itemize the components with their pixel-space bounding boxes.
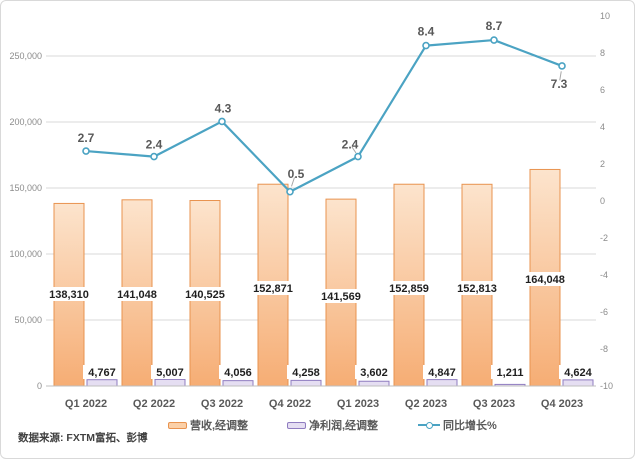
profit-value-label: 3,602	[360, 367, 388, 379]
legend-label-growth: 同比增长%	[443, 420, 497, 432]
profit-value-label: 4,847	[428, 367, 456, 379]
growth-value-label: 0.5	[288, 167, 305, 181]
profit-bar	[222, 380, 254, 387]
growth-value-label: 2.4	[146, 138, 163, 152]
revenue-value-label: 141,569	[321, 291, 361, 303]
category-label: Q1 2022	[65, 398, 107, 410]
left-axis-tick-label: 0	[37, 381, 42, 391]
right-axis-tick-label: 2	[600, 159, 605, 169]
revenue-value-label: 164,048	[525, 274, 565, 286]
profit-swatch-icon	[287, 421, 306, 429]
revenue-value-label: 141,048	[117, 289, 157, 301]
growth-marker	[150, 152, 158, 161]
revenue-label-bg	[43, 287, 95, 301]
category-label: Q2 2023	[405, 398, 447, 410]
growth-value-label: 8.7	[486, 19, 503, 33]
category-label: Q4 2023	[541, 398, 583, 410]
right-axis-tick-label: 0	[600, 196, 605, 206]
category-label: Q3 2023	[473, 398, 515, 410]
growth-value-label: 4.3	[215, 101, 232, 115]
legend-label-profit: 净利润,经调整	[309, 420, 379, 432]
growth-line	[84, 38, 564, 193]
data-source-note: 数据来源: FXTM富拓、彭博	[18, 432, 148, 444]
left-axis-tick-label: 50,000	[14, 315, 42, 325]
left-axis-tick-label: 200,000	[9, 117, 42, 127]
profit-bar	[358, 380, 390, 387]
profit-bar	[426, 379, 458, 387]
right-axis-tick-label: 10	[600, 11, 610, 21]
profit-bar	[154, 378, 186, 387]
profit-value-label: 4,767	[88, 367, 116, 379]
right-axis-tick-label: 4	[600, 122, 605, 132]
revenue-label-bg	[315, 289, 367, 303]
legend-item-profit: 净利润,经调整	[287, 417, 378, 433]
revenue-value-label: 152,871	[253, 283, 293, 295]
profit-bar	[86, 379, 118, 387]
profit-bar	[562, 379, 594, 387]
growth-marker	[218, 117, 226, 126]
profit-label-bg	[355, 365, 393, 379]
growth-marker	[490, 36, 498, 44]
growth-marker	[354, 152, 362, 161]
growth-value-label: 2.7	[78, 131, 95, 145]
label-leader-line	[351, 146, 357, 154]
left-axis-tick-label: 100,000	[9, 249, 42, 259]
profit-label-bg	[559, 365, 597, 379]
category-label: Q1 2023	[337, 398, 379, 410]
growth-marker	[82, 147, 90, 155]
profit-value-label: 1,211	[497, 367, 524, 379]
right-axis-tick-label: -8	[600, 344, 608, 354]
profit-value-label: 4,624	[564, 367, 592, 379]
growth-value-label: 2.4	[342, 138, 359, 152]
right-axis-tick-label: -6	[600, 307, 608, 317]
revenue-value-label: 152,813	[457, 283, 497, 295]
revenue-label-bg	[451, 281, 503, 295]
revenue-label-bg	[111, 287, 163, 301]
growth-marker	[558, 62, 566, 70]
legend-item-revenue: 营收,经调整	[168, 417, 248, 433]
profit-bar	[290, 379, 322, 387]
category-label: Q3 2022	[201, 398, 243, 410]
label-leader-line	[559, 71, 562, 81]
revenue-swatch-icon	[168, 421, 187, 429]
profit-label-bg	[83, 365, 121, 379]
right-axis-tick-label: 8	[600, 48, 605, 58]
revenue-label-bg	[519, 272, 571, 286]
profit-label-bg	[423, 365, 461, 379]
profit-value-label: 5,007	[156, 367, 184, 379]
revenue-label-bg	[383, 281, 435, 295]
profit-value-label: 4,258	[292, 367, 320, 379]
left-axis-tick-label: 250,000	[9, 51, 42, 61]
revenue-value-label: 138,310	[49, 289, 89, 301]
right-axis-tick-label: -10	[600, 381, 613, 391]
revenue-value-label: 152,859	[389, 283, 429, 295]
growth-value-label: 7.3	[551, 77, 568, 91]
category-label: Q2 2022	[133, 398, 175, 410]
profit-label-bg	[151, 365, 189, 379]
profit-value-label: 4,056	[224, 367, 252, 379]
right-axis-tick-label: -2	[600, 233, 608, 243]
right-axis-tick-label: 6	[600, 85, 605, 95]
category-label: Q4 2022	[269, 398, 311, 410]
revenue-label-bg	[179, 287, 231, 301]
growth-line-marker-icon	[418, 421, 440, 430]
growth-marker	[422, 41, 430, 50]
profit-label-bg	[219, 365, 257, 379]
revenue-value-label: 140,525	[185, 289, 225, 301]
legend-item-growth: 同比增长%	[418, 417, 497, 433]
left-axis-tick-label: 150,000	[9, 183, 42, 193]
revenue-label-bg	[247, 281, 299, 295]
profit-label-bg	[491, 365, 529, 379]
profit-label-bg	[287, 365, 325, 379]
growth-marker	[286, 187, 294, 196]
growth-value-label: 8.4	[418, 25, 435, 39]
label-leader-line	[291, 177, 295, 187]
legend-label-revenue: 营收,经调整	[190, 420, 249, 432]
right-axis-tick-label: -4	[600, 270, 608, 280]
